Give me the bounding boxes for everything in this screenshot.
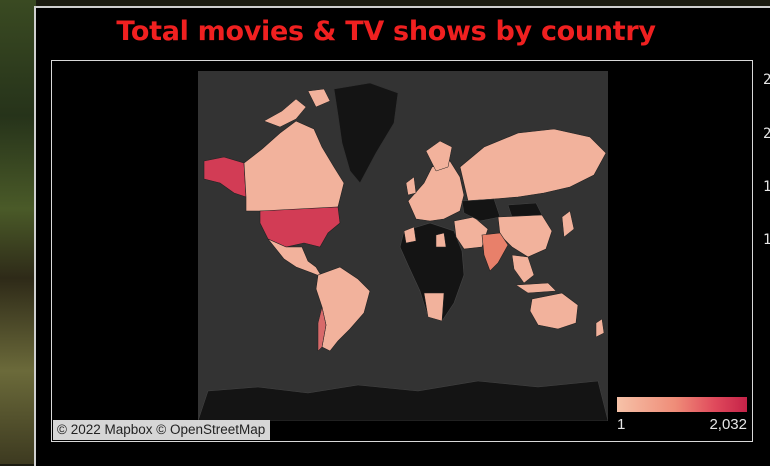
region-australia[interactable] [529,292,579,330]
legend-max-label: 2,032 [709,416,747,433]
region-new-zealand[interactable] [595,318,605,338]
dashboard-title: Total movies & TV shows by country [116,16,656,47]
side-label: 1 [763,232,770,248]
side-label: 2 [763,126,770,142]
map-frame[interactable]: © 2022 Mapbox © OpenStreetMap 1 2,032 [51,60,753,442]
region-europe[interactable] [407,160,465,222]
region-greenland[interactable] [333,82,399,184]
region-mexico[interactable] [267,238,323,278]
world-map[interactable] [198,71,608,421]
region-mongolia[interactable] [507,202,543,218]
region-canada[interactable] [243,120,345,212]
region-india[interactable] [481,232,509,272]
side-label: 1 [763,179,770,195]
region-kazakhstan[interactable] [461,198,501,222]
region-uk[interactable] [405,176,417,196]
region-southeast-asia[interactable] [511,254,535,284]
region-africa[interactable] [399,222,465,322]
region-antarctica[interactable] [198,380,608,421]
region-canada-arctic[interactable] [263,88,331,128]
legend-min-label: 1 [617,416,626,433]
side-label: 2 [763,72,770,88]
map-attribution[interactable]: © 2022 Mapbox © OpenStreetMap [53,420,271,440]
region-south-africa[interactable] [423,292,445,322]
region-united-states[interactable] [259,206,341,248]
background-photo [0,0,36,464]
region-japan[interactable] [561,210,575,238]
region-scandinavia[interactable] [425,140,453,172]
region-chile-argentina[interactable] [317,306,327,352]
dashboard-panel: Total movies & TV shows by country [34,6,770,466]
region-north-africa[interactable] [403,226,447,248]
region-alaska[interactable] [203,156,247,198]
region-indonesia[interactable] [515,282,557,294]
color-legend-bar [617,397,747,412]
